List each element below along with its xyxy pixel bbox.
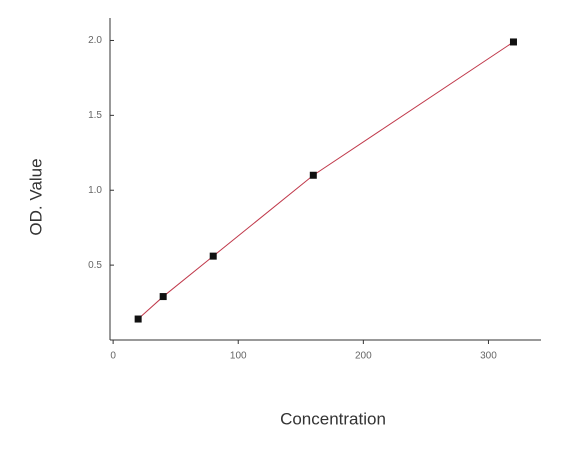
x-axis-title: Concentration	[280, 409, 386, 428]
x-tick-label: 300	[480, 351, 497, 362]
y-axis-title: OD. Value	[26, 158, 45, 235]
y-tick-label: 1.5	[88, 110, 102, 121]
y-tick-label: 2.0	[88, 35, 102, 46]
point	[509, 38, 517, 46]
x-tick-label: 100	[230, 351, 247, 362]
x-tick-label: 200	[355, 351, 372, 362]
point	[134, 315, 142, 323]
point	[209, 252, 217, 260]
point	[309, 171, 317, 179]
y-tick-label: 0.5	[88, 260, 102, 271]
point	[159, 293, 167, 301]
x-tick-label: 0	[110, 351, 116, 362]
y-tick-label: 1.0	[88, 185, 102, 196]
line-series	[137, 41, 514, 320]
